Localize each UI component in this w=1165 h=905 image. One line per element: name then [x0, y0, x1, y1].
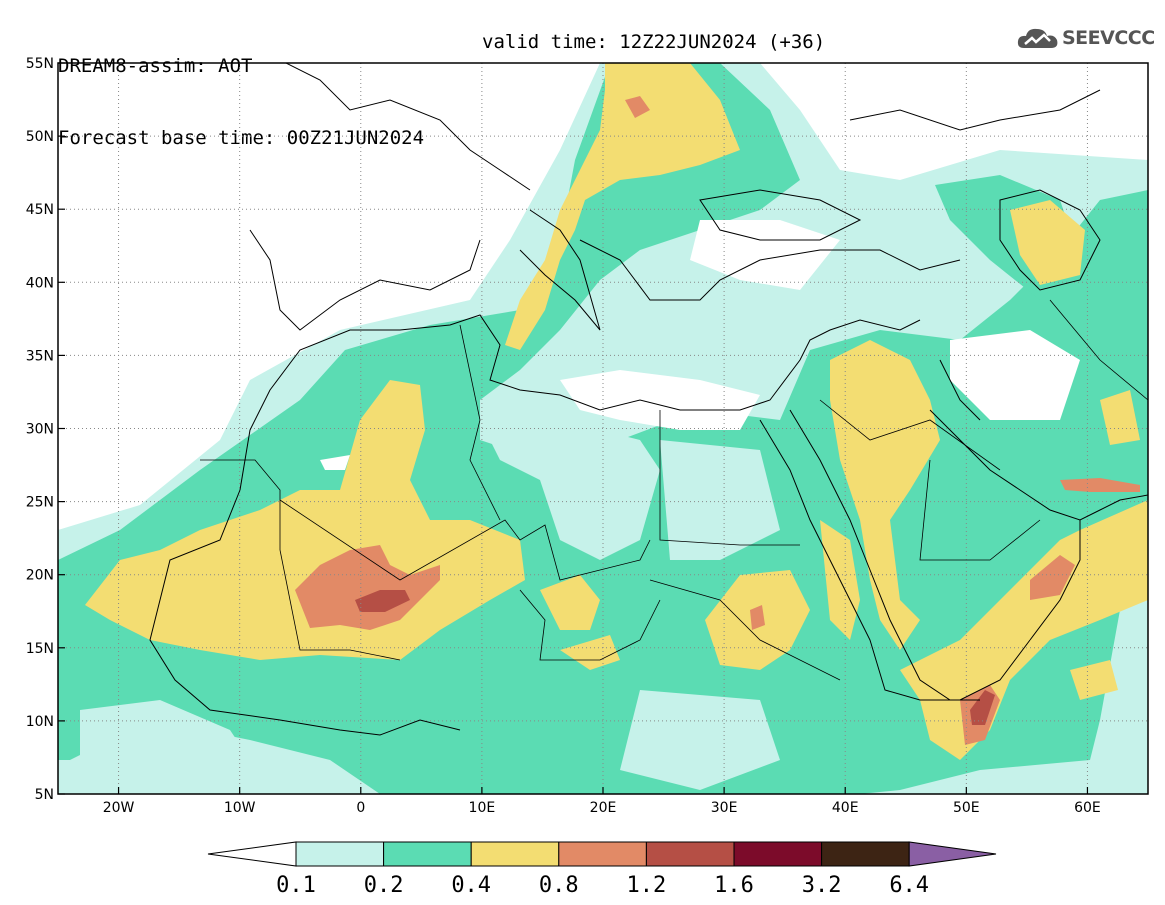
colorbar-segment — [470, 841, 560, 867]
lat-tick-label: 30N — [26, 422, 54, 438]
colorbar-label: 0.4 — [451, 873, 491, 898]
header: DREAM8-assim: AOT Forecast base time: 00… — [58, 6, 424, 174]
lat-tick-label: 20N — [26, 568, 54, 584]
lat-tick-label: 45N — [26, 202, 54, 218]
aot-field — [58, 63, 1148, 794]
lon-tick-label: 60E — [1074, 800, 1101, 816]
valid-time: valid time: 12Z22JUN2024 (+36) — [482, 31, 826, 53]
lon-tick-label: 20E — [590, 800, 617, 816]
logo: SEEVCCC — [1016, 24, 1155, 52]
colorbar-label: 1.6 — [714, 873, 754, 898]
lon-tick-label: 50E — [953, 800, 980, 816]
title: DREAM8-assim: AOT — [58, 55, 253, 77]
axis-ticks: 20W 10W 0 10E 20E 30E 40E 50E 60E 5N 10N 15N 20N 25N 3… — [26, 56, 1101, 816]
logo-text: SEEVCCC — [1062, 27, 1155, 49]
aot-level-clean — [320, 220, 1080, 470]
lat-tick-label: 35N — [26, 348, 54, 364]
lon-tick-label: 30E — [711, 800, 738, 816]
aot-level-0.1-inner — [80, 420, 780, 790]
lat-tick-label: 5N — [35, 787, 54, 803]
coastlines — [149, 63, 1148, 736]
lat-tick-label: 50N — [26, 129, 54, 145]
colorbar-segment — [295, 841, 385, 867]
lon-tick-label: 40E — [832, 800, 859, 816]
colorbar-upper-arrow — [908, 841, 997, 867]
lon-tick-label: 20W — [103, 800, 135, 816]
lat-tick-label: 25N — [26, 495, 54, 511]
colorbar-segment — [733, 841, 823, 867]
lat-tick-label: 10N — [26, 714, 54, 730]
colorbar-label: 0.1 — [276, 873, 316, 898]
lat-tick-label: 15N — [26, 641, 54, 657]
colorbar-label: 0.8 — [539, 873, 579, 898]
colorbar-segment — [645, 841, 735, 867]
cloud-icon — [1017, 28, 1058, 48]
grid-lines — [58, 63, 1148, 794]
aot-level-1.2 — [355, 590, 995, 725]
lat-tick-label: 40N — [26, 275, 54, 291]
colorbar-label: 0.2 — [364, 873, 404, 898]
lon-tick-label: 10W — [224, 800, 256, 816]
colorbar-label: 1.2 — [627, 873, 667, 898]
colorbar-label: 3.2 — [802, 873, 842, 898]
colorbar-lower-arrow — [207, 841, 297, 867]
colorbar: 0.1 0.2 0.4 0.8 1.2 1.6 3.2 6.4 — [207, 841, 997, 898]
colorbar-label: 6.4 — [889, 873, 929, 898]
country-borders — [200, 299, 1148, 681]
colorbar-segment — [383, 841, 472, 867]
base-time: Forecast base time: 00Z21JUN2024 — [58, 127, 425, 149]
lon-tick-label: 10E — [469, 800, 496, 816]
colorbar-segment — [821, 841, 910, 867]
lon-tick-label: 0 — [356, 800, 365, 816]
colorbar-segment — [558, 841, 647, 867]
lat-tick-label: 55N — [26, 56, 54, 72]
